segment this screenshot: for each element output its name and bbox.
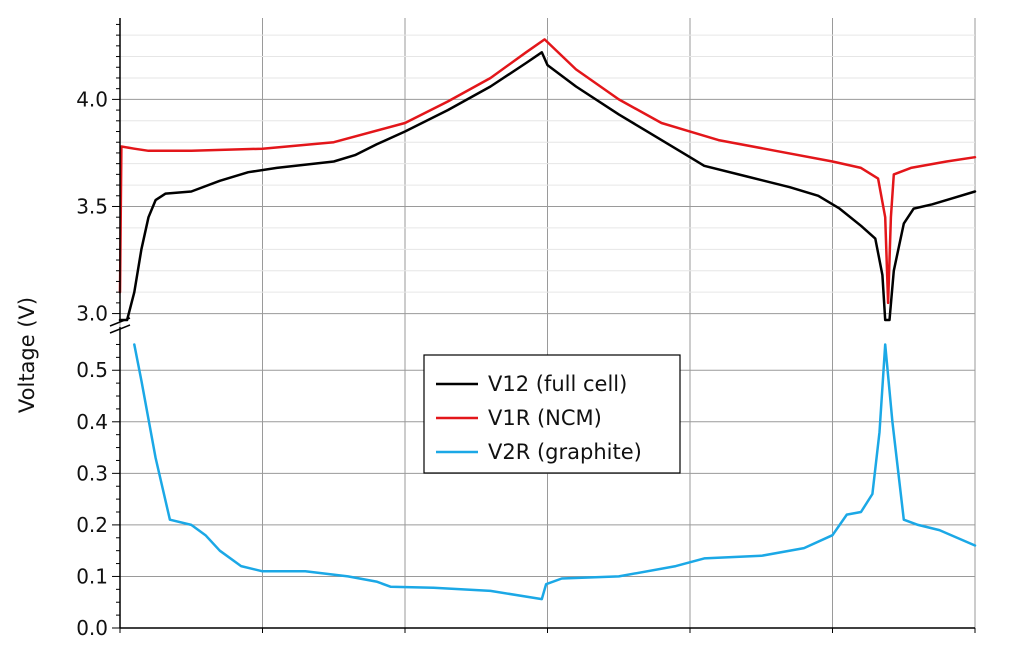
series-lines: [118, 38, 977, 601]
axes: 3.0 3.5 4.0 0.0 0.1 0.2 0.3 0.4 0.5: [76, 18, 976, 640]
legend-label: V1R (NCM): [488, 406, 602, 430]
y-tick-label: 3.5: [76, 194, 108, 218]
legend: V12 (full cell) V1R (NCM) V2R (graphite): [423, 354, 681, 474]
axis-break-mark: [109, 324, 131, 334]
series-line: [133, 343, 977, 601]
y-tick-label: 0.1: [76, 564, 108, 588]
legend-label: V12 (full cell): [488, 372, 627, 396]
y-tick-label: 0.2: [76, 513, 108, 537]
y-tick-label: 0.0: [76, 616, 108, 640]
y-tick-label: 4.0: [76, 87, 108, 111]
legend-label: V2R (graphite): [488, 440, 642, 464]
series-line: [118, 38, 977, 305]
series-line: [118, 51, 977, 322]
y-tick-label: 0.4: [76, 410, 108, 434]
legend-box: [423, 354, 681, 474]
y-tick-label: 0.5: [76, 358, 108, 382]
y-tick-label: 0.3: [76, 461, 108, 485]
y-axis-title: Voltage (V): [15, 297, 39, 413]
axis-break-mark: [109, 317, 131, 327]
grid: [119, 18, 976, 628]
y-tick-label: 3.0: [76, 302, 108, 326]
